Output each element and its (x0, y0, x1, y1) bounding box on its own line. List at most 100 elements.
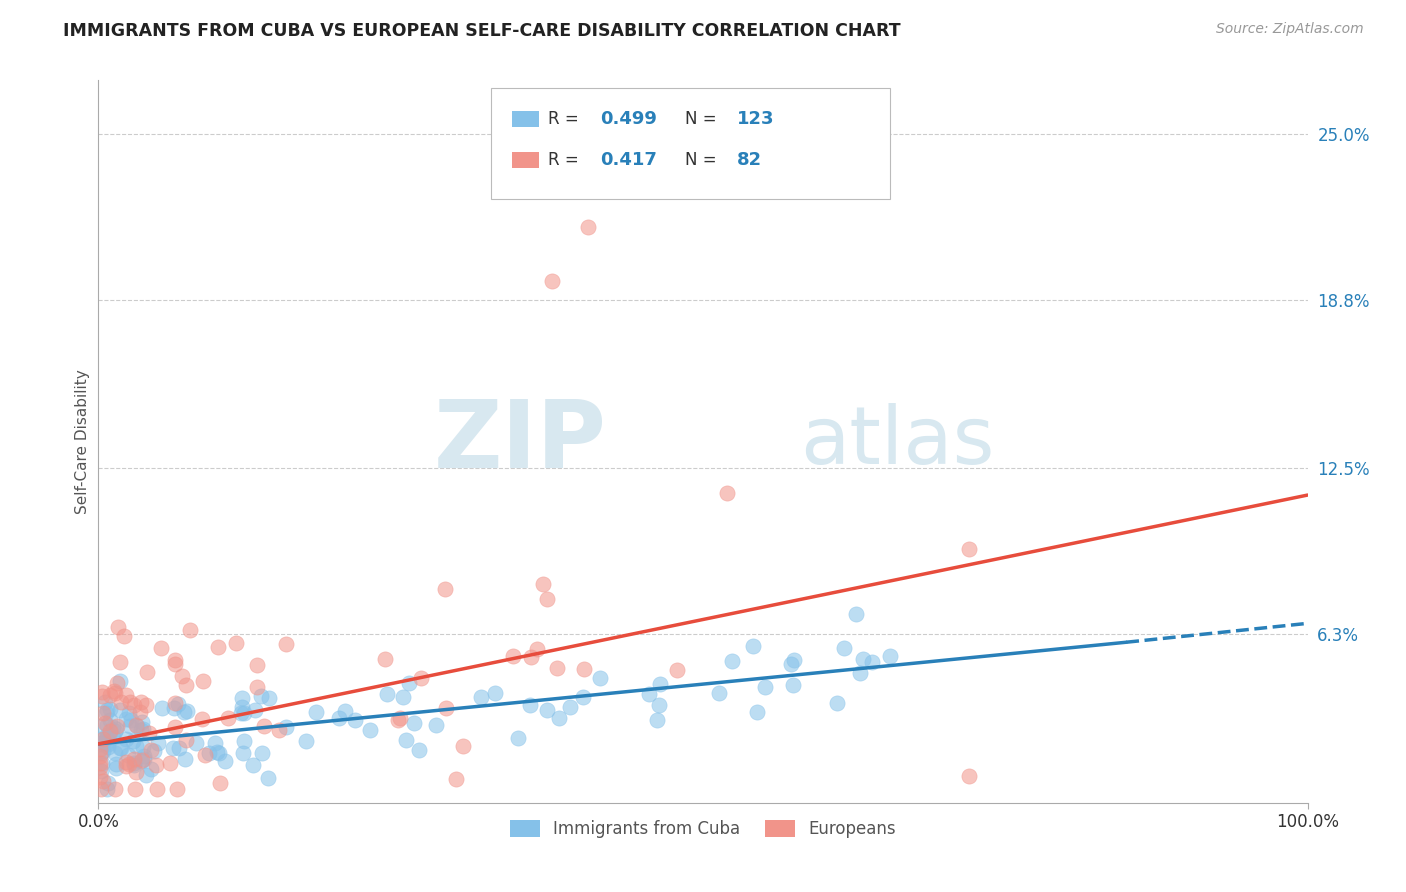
Point (536, 591, 558, 606)
Point (167, 697, 190, 711)
Point (716, 485, 738, 500)
Point (125, 739, 148, 753)
Point (132, 723, 155, 737)
Point (112, 629, 135, 643)
Point (208, 746, 231, 760)
Point (98, 713, 121, 727)
Point (274, 720, 297, 734)
Point (217, 711, 239, 725)
Point (444, 772, 467, 787)
Point (124, 757, 146, 772)
Point (108, 673, 131, 688)
Point (96, 728, 118, 742)
Point (174, 677, 197, 691)
Point (97, 739, 120, 754)
Point (434, 701, 457, 715)
Point (143, 744, 166, 758)
Point (434, 582, 457, 596)
Text: N =: N = (685, 110, 721, 128)
Point (225, 636, 247, 650)
Point (173, 705, 195, 719)
Point (108, 655, 131, 669)
Point (120, 695, 142, 709)
Point (135, 698, 157, 712)
Point (97, 737, 120, 751)
Point (138, 726, 160, 740)
Point (294, 734, 316, 748)
Point (170, 669, 193, 683)
Point (783, 653, 806, 667)
Point (229, 706, 252, 721)
Point (246, 658, 269, 673)
Point (131, 723, 153, 737)
Point (120, 719, 142, 733)
Point (163, 701, 186, 715)
Point (166, 782, 188, 797)
Point (115, 712, 138, 726)
Text: 82: 82 (737, 151, 762, 169)
Point (411, 671, 433, 685)
Point (232, 746, 254, 760)
Point (832, 640, 855, 655)
Point (135, 767, 157, 781)
Point (125, 718, 148, 732)
Point (741, 640, 763, 654)
Point (194, 747, 217, 762)
Point (114, 732, 136, 747)
Point (91, 774, 114, 789)
Point (146, 736, 169, 750)
Point (104, 724, 127, 739)
Point (98, 723, 121, 738)
Point (257, 772, 280, 786)
Point (242, 757, 264, 772)
Point (96, 703, 118, 717)
Point (136, 665, 159, 679)
Point (305, 705, 328, 719)
Point (374, 651, 396, 665)
Point (90, 746, 112, 760)
Point (104, 746, 127, 760)
Point (150, 701, 173, 715)
Point (231, 699, 253, 714)
Point (90, 782, 112, 797)
Point (860, 655, 883, 669)
Point (124, 782, 146, 797)
Point (139, 742, 162, 756)
Point (267, 723, 290, 738)
Point (531, 577, 554, 591)
Point (359, 723, 381, 737)
Point (387, 713, 409, 727)
Point (122, 734, 145, 748)
Point (243, 703, 266, 717)
Point (110, 741, 132, 756)
Point (94, 736, 117, 750)
Point (115, 755, 138, 769)
Point (250, 746, 273, 760)
Point (502, 648, 524, 663)
Point (274, 637, 297, 651)
Point (470, 690, 492, 704)
Point (558, 700, 581, 714)
Point (576, 220, 599, 235)
Text: N =: N = (685, 151, 721, 169)
Point (94, 716, 117, 731)
Point (547, 710, 569, 724)
Point (645, 713, 668, 727)
Point (110, 741, 132, 756)
Point (110, 696, 132, 710)
Point (139, 762, 162, 776)
Point (204, 736, 226, 750)
Text: R =: R = (548, 151, 585, 169)
Point (121, 713, 143, 727)
Point (721, 655, 744, 669)
Point (162, 740, 184, 755)
Point (125, 719, 148, 733)
Point (328, 711, 350, 725)
Point (536, 702, 558, 716)
Text: R =: R = (548, 110, 585, 128)
Point (129, 695, 152, 709)
Point (484, 686, 506, 700)
Point (179, 624, 201, 638)
Point (129, 705, 152, 719)
Text: ZIP: ZIP (433, 395, 606, 488)
